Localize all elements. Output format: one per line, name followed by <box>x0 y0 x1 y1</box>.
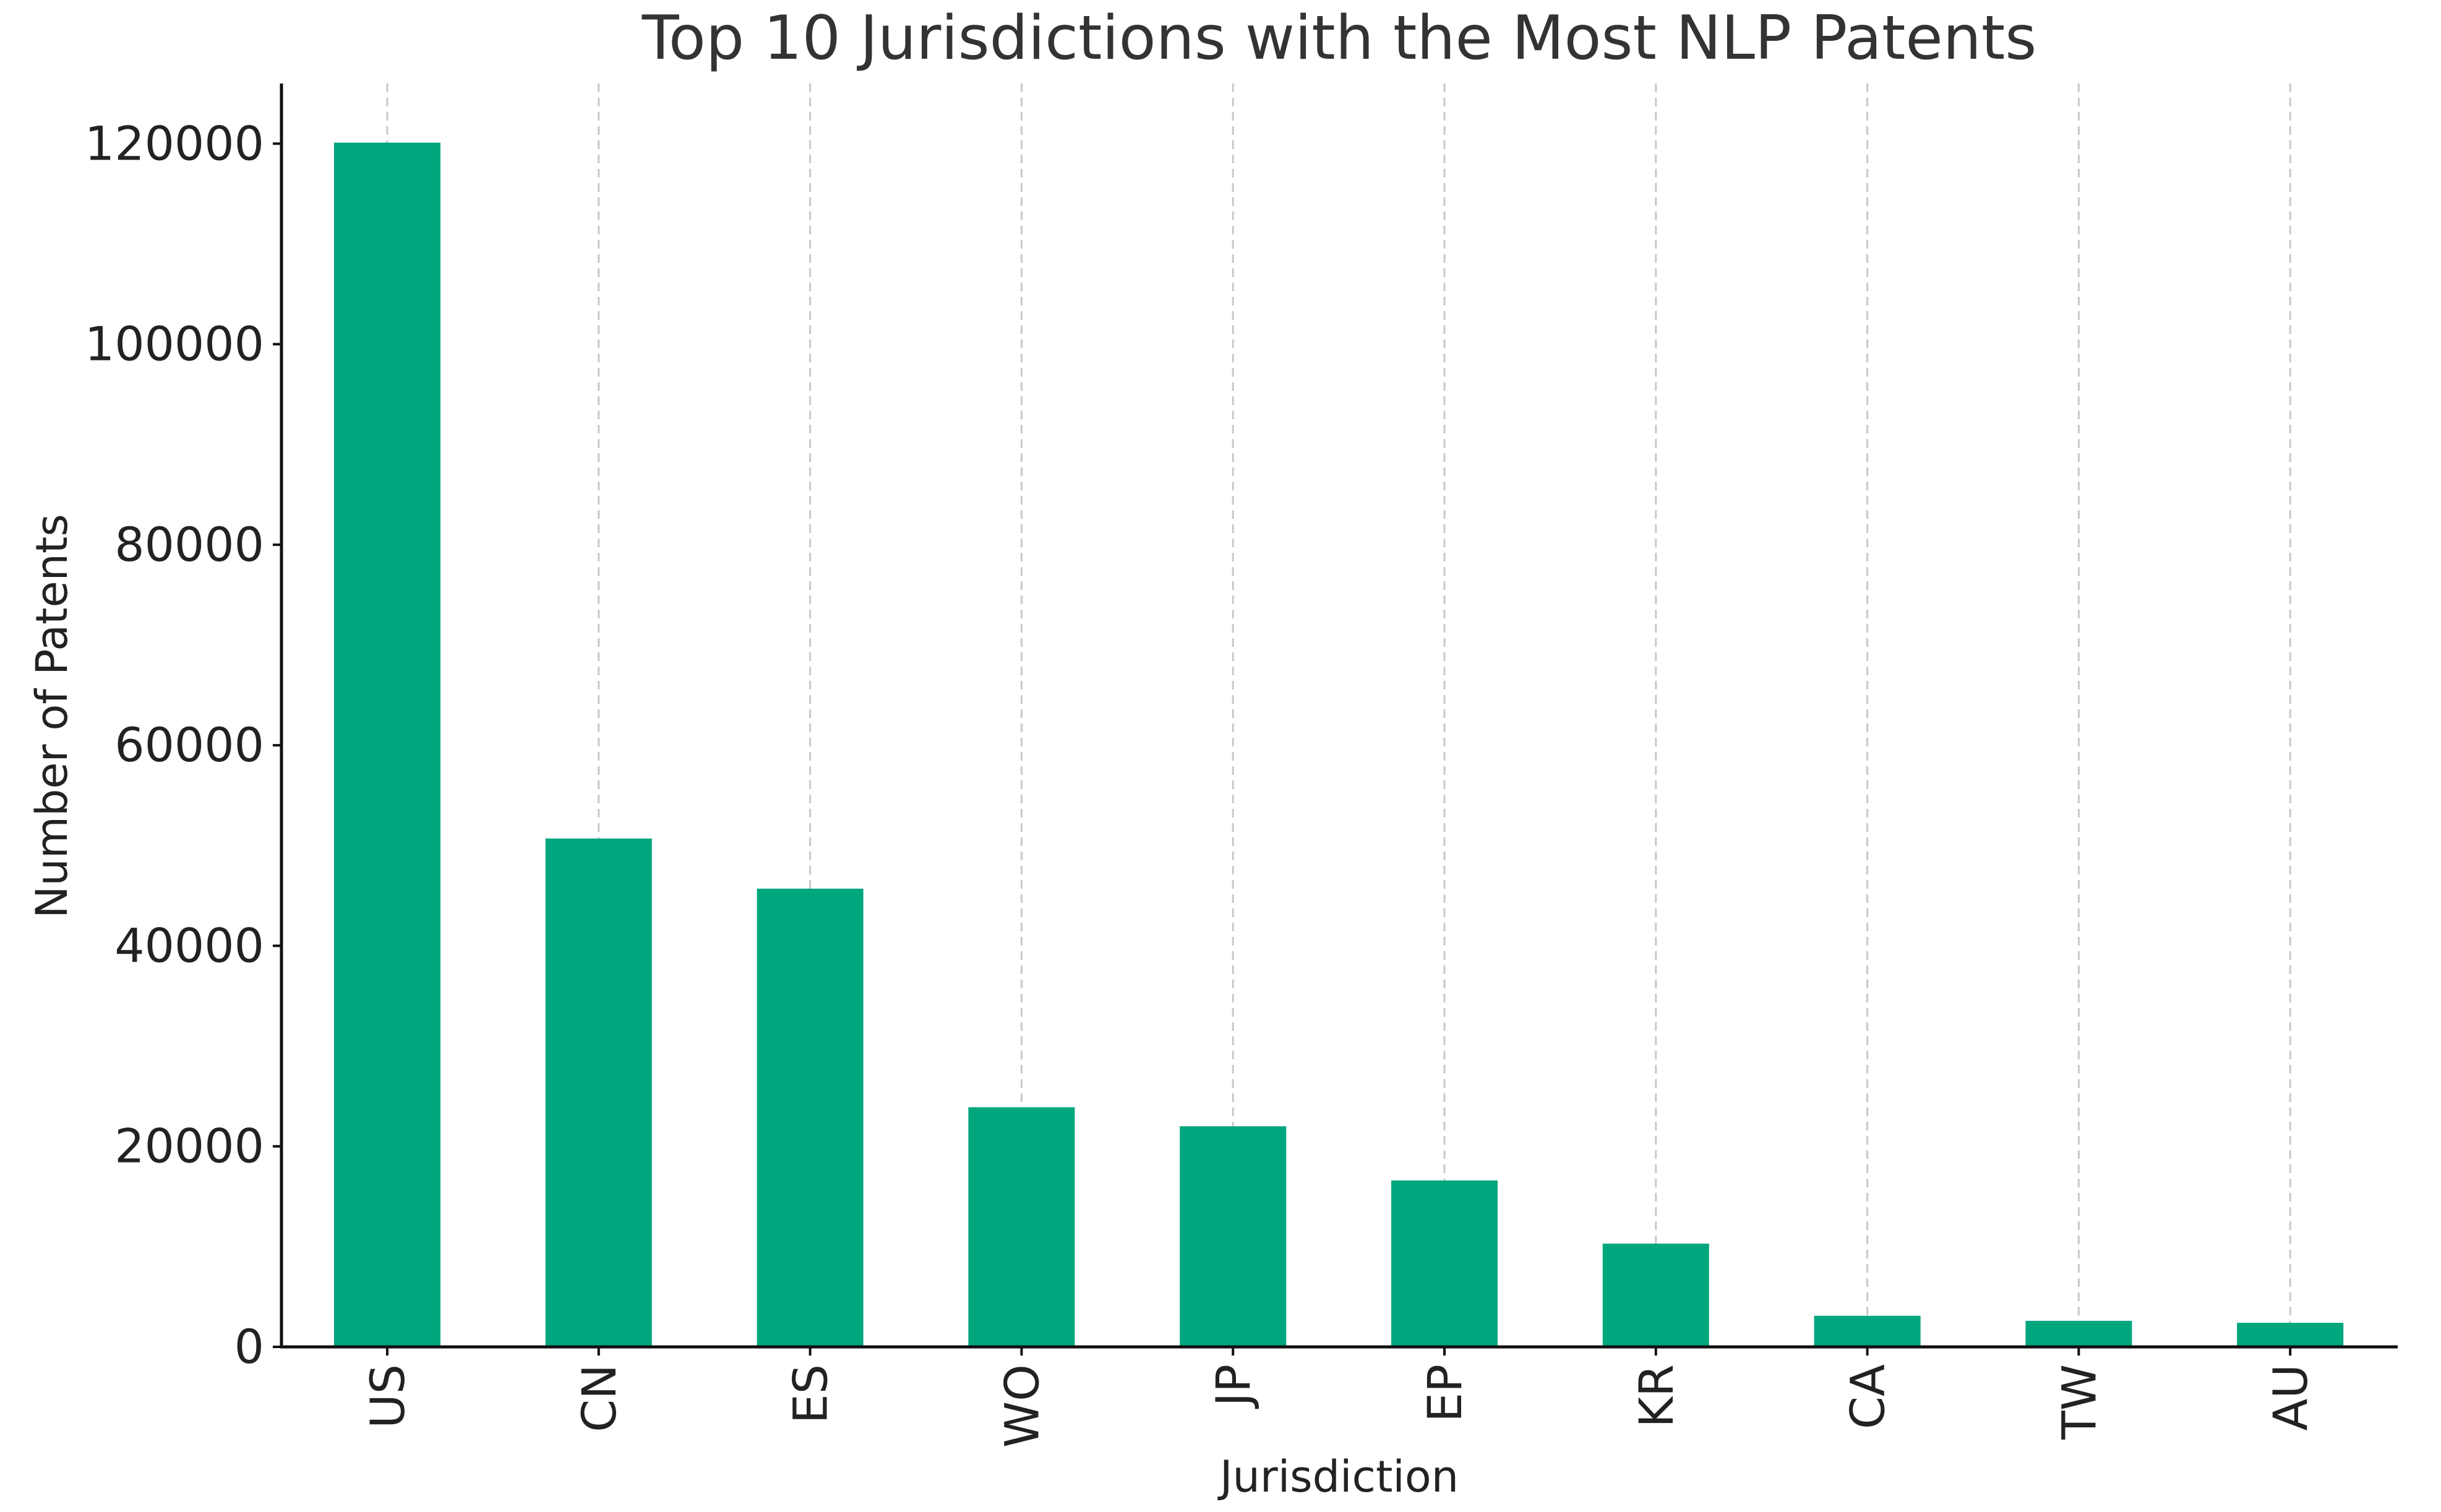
x-tick-label-tw: TW <box>2051 1364 2106 1440</box>
bar-wo <box>968 1107 1075 1347</box>
bar-au <box>2237 1323 2344 1347</box>
bar-tw <box>2025 1320 2132 1347</box>
y-tick-label-0: 0 <box>234 1319 264 1374</box>
bar-ca <box>1814 1315 1921 1347</box>
x-tick-label-ep: EP <box>1417 1364 1472 1422</box>
x-tick-label-jp: JP <box>1206 1364 1261 1409</box>
y-tick-label-20000: 20000 <box>114 1119 264 1174</box>
gridlines <box>386 83 2291 1347</box>
x-tick-label-ca: CA <box>1840 1364 1895 1429</box>
x-tick-label-au: AU <box>2263 1364 2318 1431</box>
y-axis-ticks: 0 20000 40000 60000 80000 100000 120000 <box>85 116 281 1374</box>
bar-kr <box>1602 1243 1709 1347</box>
x-tick-label-kr: KR <box>1629 1364 1684 1428</box>
bar-jp <box>1180 1126 1287 1347</box>
x-tick-label-us: US <box>360 1364 415 1429</box>
x-axis-label: Jurisdiction <box>1217 1451 1459 1502</box>
y-tick-label-40000: 40000 <box>114 918 264 973</box>
chart-title: Top 10 Jurisdictions with the Most NLP P… <box>641 3 2037 74</box>
y-axis-label: Number of Patents <box>27 514 77 918</box>
x-tick-label-cn: CN <box>572 1364 627 1432</box>
y-tick-label-60000: 60000 <box>114 717 264 772</box>
bar-ep <box>1391 1180 1498 1347</box>
bar-cn <box>545 838 652 1347</box>
bars <box>334 142 2344 1347</box>
y-tick-label-120000: 120000 <box>85 116 264 171</box>
x-tick-label-wo: WO <box>994 1364 1049 1448</box>
x-axis-ticks: US CN ES WO JP EP KR CA TW AU <box>360 1347 2318 1448</box>
bar-es <box>757 889 864 1347</box>
x-tick-label-es: ES <box>783 1364 838 1424</box>
bar-us <box>334 142 440 1347</box>
y-tick-label-100000: 100000 <box>85 317 264 372</box>
y-tick-label-80000: 80000 <box>114 517 264 572</box>
